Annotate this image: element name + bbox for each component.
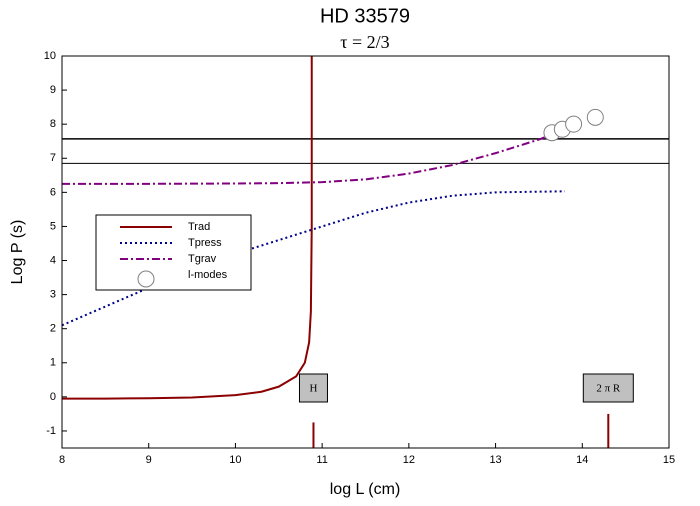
x-tick-label: 11 xyxy=(316,454,327,466)
plot-frame xyxy=(61,55,670,449)
series-line xyxy=(62,133,553,185)
x-axis-label: log L (cm) xyxy=(330,481,401,498)
x-tick-label: 10 xyxy=(229,454,241,466)
x-tick-label: 12 xyxy=(403,454,415,466)
y-tick-label: 0 xyxy=(50,391,56,403)
y-tick-label: 8 xyxy=(50,118,56,130)
legend-label: l-modes xyxy=(188,269,228,281)
x-tick-label: 8 xyxy=(59,454,65,466)
series-line xyxy=(61,190,565,327)
x-tick-label: 15 xyxy=(663,454,675,466)
y-tick-label: 7 xyxy=(50,152,56,164)
legend-box xyxy=(95,214,252,291)
y-tick-label: -1 xyxy=(46,425,56,437)
series-line xyxy=(62,56,313,400)
y-tick-label: 6 xyxy=(50,186,56,198)
y-tick-label: 1 xyxy=(50,357,56,369)
y-axis-label: Log P (s) xyxy=(9,220,26,285)
x-tick-label: 9 xyxy=(146,454,152,466)
x-tick-label: 13 xyxy=(489,454,501,466)
y-tick-label: 10 xyxy=(44,50,56,62)
legend-label: Tpress xyxy=(188,237,222,249)
annotation-box xyxy=(582,373,634,403)
l-mode-point xyxy=(565,115,583,133)
legend-marker xyxy=(137,270,155,288)
y-tick-label: 4 xyxy=(50,254,56,266)
annotation-box xyxy=(298,373,328,403)
annotation: 2 π R xyxy=(596,383,621,395)
l-mode-point xyxy=(586,108,604,126)
chart-title: HD 33579 xyxy=(320,5,410,27)
legend-label: Trad xyxy=(188,221,210,233)
x-tick-label: 14 xyxy=(576,454,588,466)
y-tick-label: 9 xyxy=(50,84,56,96)
y-tick-label: 2 xyxy=(50,323,56,335)
y-tick-label: 5 xyxy=(50,220,56,232)
y-tick-label: 3 xyxy=(50,289,56,301)
annotation: H xyxy=(309,383,317,395)
legend-label: Tgrav xyxy=(188,253,217,265)
chart-subtitle: τ = 2/3 xyxy=(340,32,389,52)
